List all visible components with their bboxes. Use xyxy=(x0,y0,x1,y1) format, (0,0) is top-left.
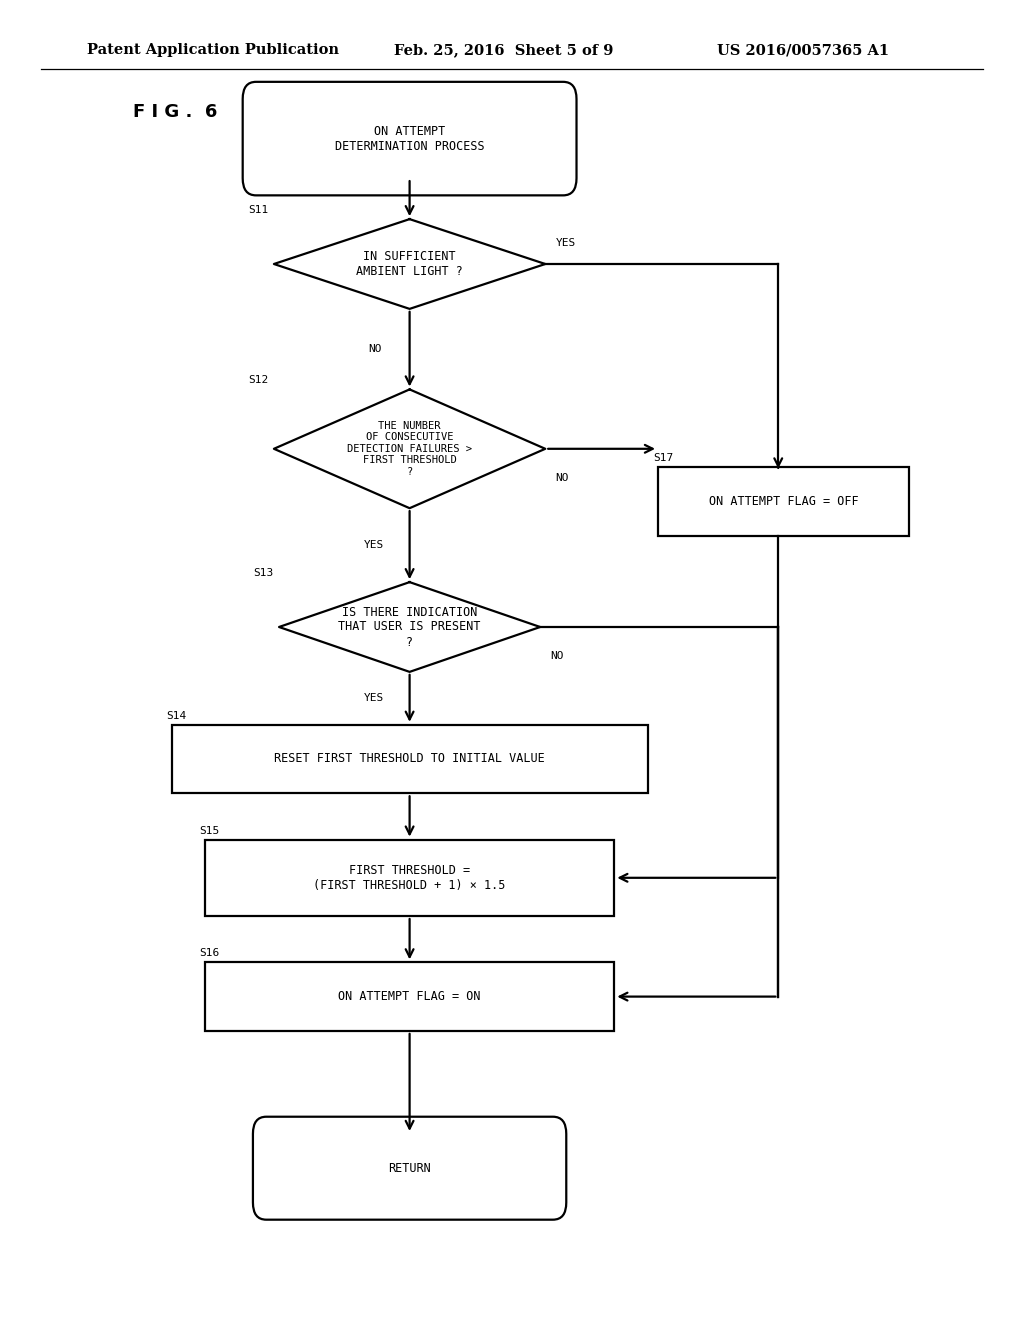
Text: YES: YES xyxy=(364,540,384,550)
Text: NO: NO xyxy=(555,473,569,483)
Text: RETURN: RETURN xyxy=(388,1162,431,1175)
Text: Feb. 25, 2016  Sheet 5 of 9: Feb. 25, 2016 Sheet 5 of 9 xyxy=(394,44,613,57)
Text: RESET FIRST THRESHOLD TO INITIAL VALUE: RESET FIRST THRESHOLD TO INITIAL VALUE xyxy=(274,752,545,766)
Text: Patent Application Publication: Patent Application Publication xyxy=(87,44,339,57)
Text: IN SUFFICIENT
AMBIENT LIGHT ?: IN SUFFICIENT AMBIENT LIGHT ? xyxy=(356,249,463,279)
Text: S16: S16 xyxy=(200,948,220,958)
Text: S15: S15 xyxy=(200,825,220,836)
Bar xyxy=(205,840,614,916)
Text: S14: S14 xyxy=(166,710,186,721)
FancyBboxPatch shape xyxy=(253,1117,566,1220)
Text: IS THERE INDICATION
THAT USER IS PRESENT
?: IS THERE INDICATION THAT USER IS PRESENT… xyxy=(338,606,481,648)
Bar xyxy=(205,962,614,1031)
Polygon shape xyxy=(274,389,545,508)
Text: S13: S13 xyxy=(254,568,273,578)
Text: S11: S11 xyxy=(249,205,268,215)
Text: YES: YES xyxy=(364,693,384,704)
Polygon shape xyxy=(279,582,541,672)
Bar xyxy=(658,467,909,536)
Text: FIRST THRESHOLD =
(FIRST THRESHOLD + 1) × 1.5: FIRST THRESHOLD = (FIRST THRESHOLD + 1) … xyxy=(313,863,506,892)
Text: US 2016/0057365 A1: US 2016/0057365 A1 xyxy=(717,44,889,57)
Text: THE NUMBER
OF CONSECUTIVE
DETECTION FAILURES >
FIRST THRESHOLD
?: THE NUMBER OF CONSECUTIVE DETECTION FAIL… xyxy=(347,421,472,477)
Text: ON ATTEMPT
DETERMINATION PROCESS: ON ATTEMPT DETERMINATION PROCESS xyxy=(335,124,484,153)
Text: YES: YES xyxy=(555,238,575,248)
FancyBboxPatch shape xyxy=(243,82,577,195)
Text: ON ATTEMPT FLAG = ON: ON ATTEMPT FLAG = ON xyxy=(338,990,481,1003)
Bar xyxy=(172,725,648,793)
Text: ON ATTEMPT FLAG = OFF: ON ATTEMPT FLAG = OFF xyxy=(709,495,858,508)
Text: S17: S17 xyxy=(653,453,673,463)
Text: NO: NO xyxy=(551,651,564,661)
Text: NO: NO xyxy=(369,345,382,354)
Text: S12: S12 xyxy=(249,375,268,385)
Text: F I G .  6: F I G . 6 xyxy=(133,103,217,121)
Polygon shape xyxy=(274,219,545,309)
